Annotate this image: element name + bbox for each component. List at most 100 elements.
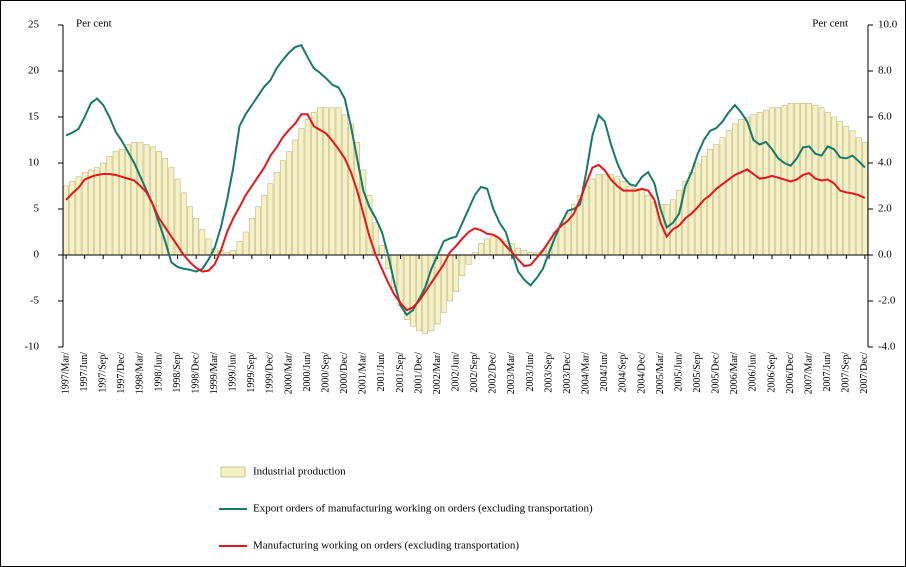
bar xyxy=(329,107,336,256)
x-tick-label: 1997/Dec/ xyxy=(116,352,127,394)
bar xyxy=(273,171,280,256)
y2-tick-label: 0.0 xyxy=(878,249,892,261)
y2-tick-label: 4.0 xyxy=(878,157,892,169)
x-tick-label: 2003/Jun/ xyxy=(525,352,536,392)
x-tick-label: 1999/Mar/ xyxy=(209,352,220,394)
x-tick-label: 2001/Mar/ xyxy=(358,352,369,394)
y-tick-label: -5 xyxy=(30,295,40,307)
bar xyxy=(453,254,460,293)
bar xyxy=(323,107,330,256)
x-tick-label: 2001/Jun/ xyxy=(376,352,387,392)
x-tick-label: 2004/Sep/ xyxy=(618,352,629,393)
bar xyxy=(341,114,348,256)
bar xyxy=(459,254,466,276)
bar xyxy=(180,192,187,256)
y-tick-label: -10 xyxy=(24,341,39,353)
x-tick-label: 2000/Sep/ xyxy=(320,352,331,393)
bar xyxy=(620,181,627,256)
bar xyxy=(261,194,268,256)
x-tick-label: 2003/Dec/ xyxy=(562,352,573,394)
bar xyxy=(812,105,819,256)
bar xyxy=(193,217,199,256)
x-tick-label: 1998/Jun/ xyxy=(153,352,164,392)
bar xyxy=(595,174,602,256)
bar xyxy=(787,102,794,256)
bar xyxy=(521,250,528,256)
bar xyxy=(725,130,732,256)
bar xyxy=(632,188,639,256)
x-tick-label: 2002/Dec/ xyxy=(488,352,499,394)
bar xyxy=(707,148,713,256)
bar xyxy=(81,171,88,256)
x-tick-label: 1997/Jun/ xyxy=(79,352,90,392)
y-tick-label: 0 xyxy=(34,249,40,261)
bar xyxy=(410,254,416,327)
bar xyxy=(279,160,286,256)
bar xyxy=(143,144,150,256)
y2-tick-label: 2.0 xyxy=(878,203,892,215)
bar xyxy=(379,245,385,256)
bar xyxy=(335,107,342,256)
bar xyxy=(744,116,751,256)
bar xyxy=(756,112,763,256)
x-tick-label: 2004/Mar/ xyxy=(581,352,592,394)
y2-axis-label: Per cent xyxy=(812,18,848,30)
bar xyxy=(199,229,206,256)
bar xyxy=(137,142,144,256)
y2-tick-label: 10.0 xyxy=(878,19,898,31)
x-tick-label: 2000/Jun/ xyxy=(302,352,313,392)
x-tick-label: 2006/Sep/ xyxy=(766,352,777,393)
bar xyxy=(862,142,868,256)
bar xyxy=(713,144,720,256)
legend-label: Industrial production xyxy=(253,466,346,478)
x-tick-label: 1999/Dec/ xyxy=(265,352,276,394)
x-tick-label: 2002/Sep/ xyxy=(469,352,480,393)
x-tick-label: 2001/Dec/ xyxy=(413,352,424,394)
y2-tick-label: 8.0 xyxy=(878,65,892,77)
y2-tick-label: 6.0 xyxy=(878,111,892,123)
bar xyxy=(118,148,125,256)
bar xyxy=(348,123,354,256)
x-tick-label: 1998/Mar/ xyxy=(135,352,146,394)
bar xyxy=(701,155,707,256)
x-tick-label: 1998/Dec/ xyxy=(190,352,201,394)
bar xyxy=(732,123,738,256)
bar xyxy=(100,162,107,256)
x-tick-label: 2005/Sep/ xyxy=(692,352,703,393)
bar xyxy=(230,250,237,256)
y2-tick-label: -4.0 xyxy=(878,341,896,353)
legend-label: Manufacturing working on orders (excludi… xyxy=(253,540,519,552)
bar xyxy=(125,144,131,256)
bar xyxy=(112,151,119,256)
x-tick-label: 2007/Dec/ xyxy=(859,352,870,394)
x-tick-label: 1997/Sep/ xyxy=(98,352,109,393)
bar xyxy=(515,247,521,256)
bar xyxy=(63,185,69,256)
bar xyxy=(168,167,175,256)
bar xyxy=(843,125,850,256)
bar xyxy=(762,109,769,256)
bar xyxy=(292,139,299,256)
x-tick-label: 2000/Dec/ xyxy=(339,352,350,394)
bar xyxy=(639,190,645,256)
bar xyxy=(478,243,484,256)
legend-swatch xyxy=(220,466,246,478)
bar xyxy=(775,107,782,256)
bar xyxy=(645,194,652,256)
bar xyxy=(304,119,311,256)
bar xyxy=(205,238,212,256)
x-tick-label: 2005/Mar/ xyxy=(655,352,666,394)
bar xyxy=(800,102,806,256)
x-tick-label: 2001/Sep/ xyxy=(395,352,406,393)
bar xyxy=(236,240,243,256)
x-tick-label: 2006/Mar/ xyxy=(729,352,740,394)
bar xyxy=(738,119,744,256)
bar xyxy=(249,217,255,256)
bar xyxy=(255,206,261,256)
bar xyxy=(286,151,292,256)
x-tick-label: 2007/Mar/ xyxy=(803,352,814,394)
y2-tick-label: -2.0 xyxy=(878,295,896,307)
line xyxy=(65,113,866,312)
